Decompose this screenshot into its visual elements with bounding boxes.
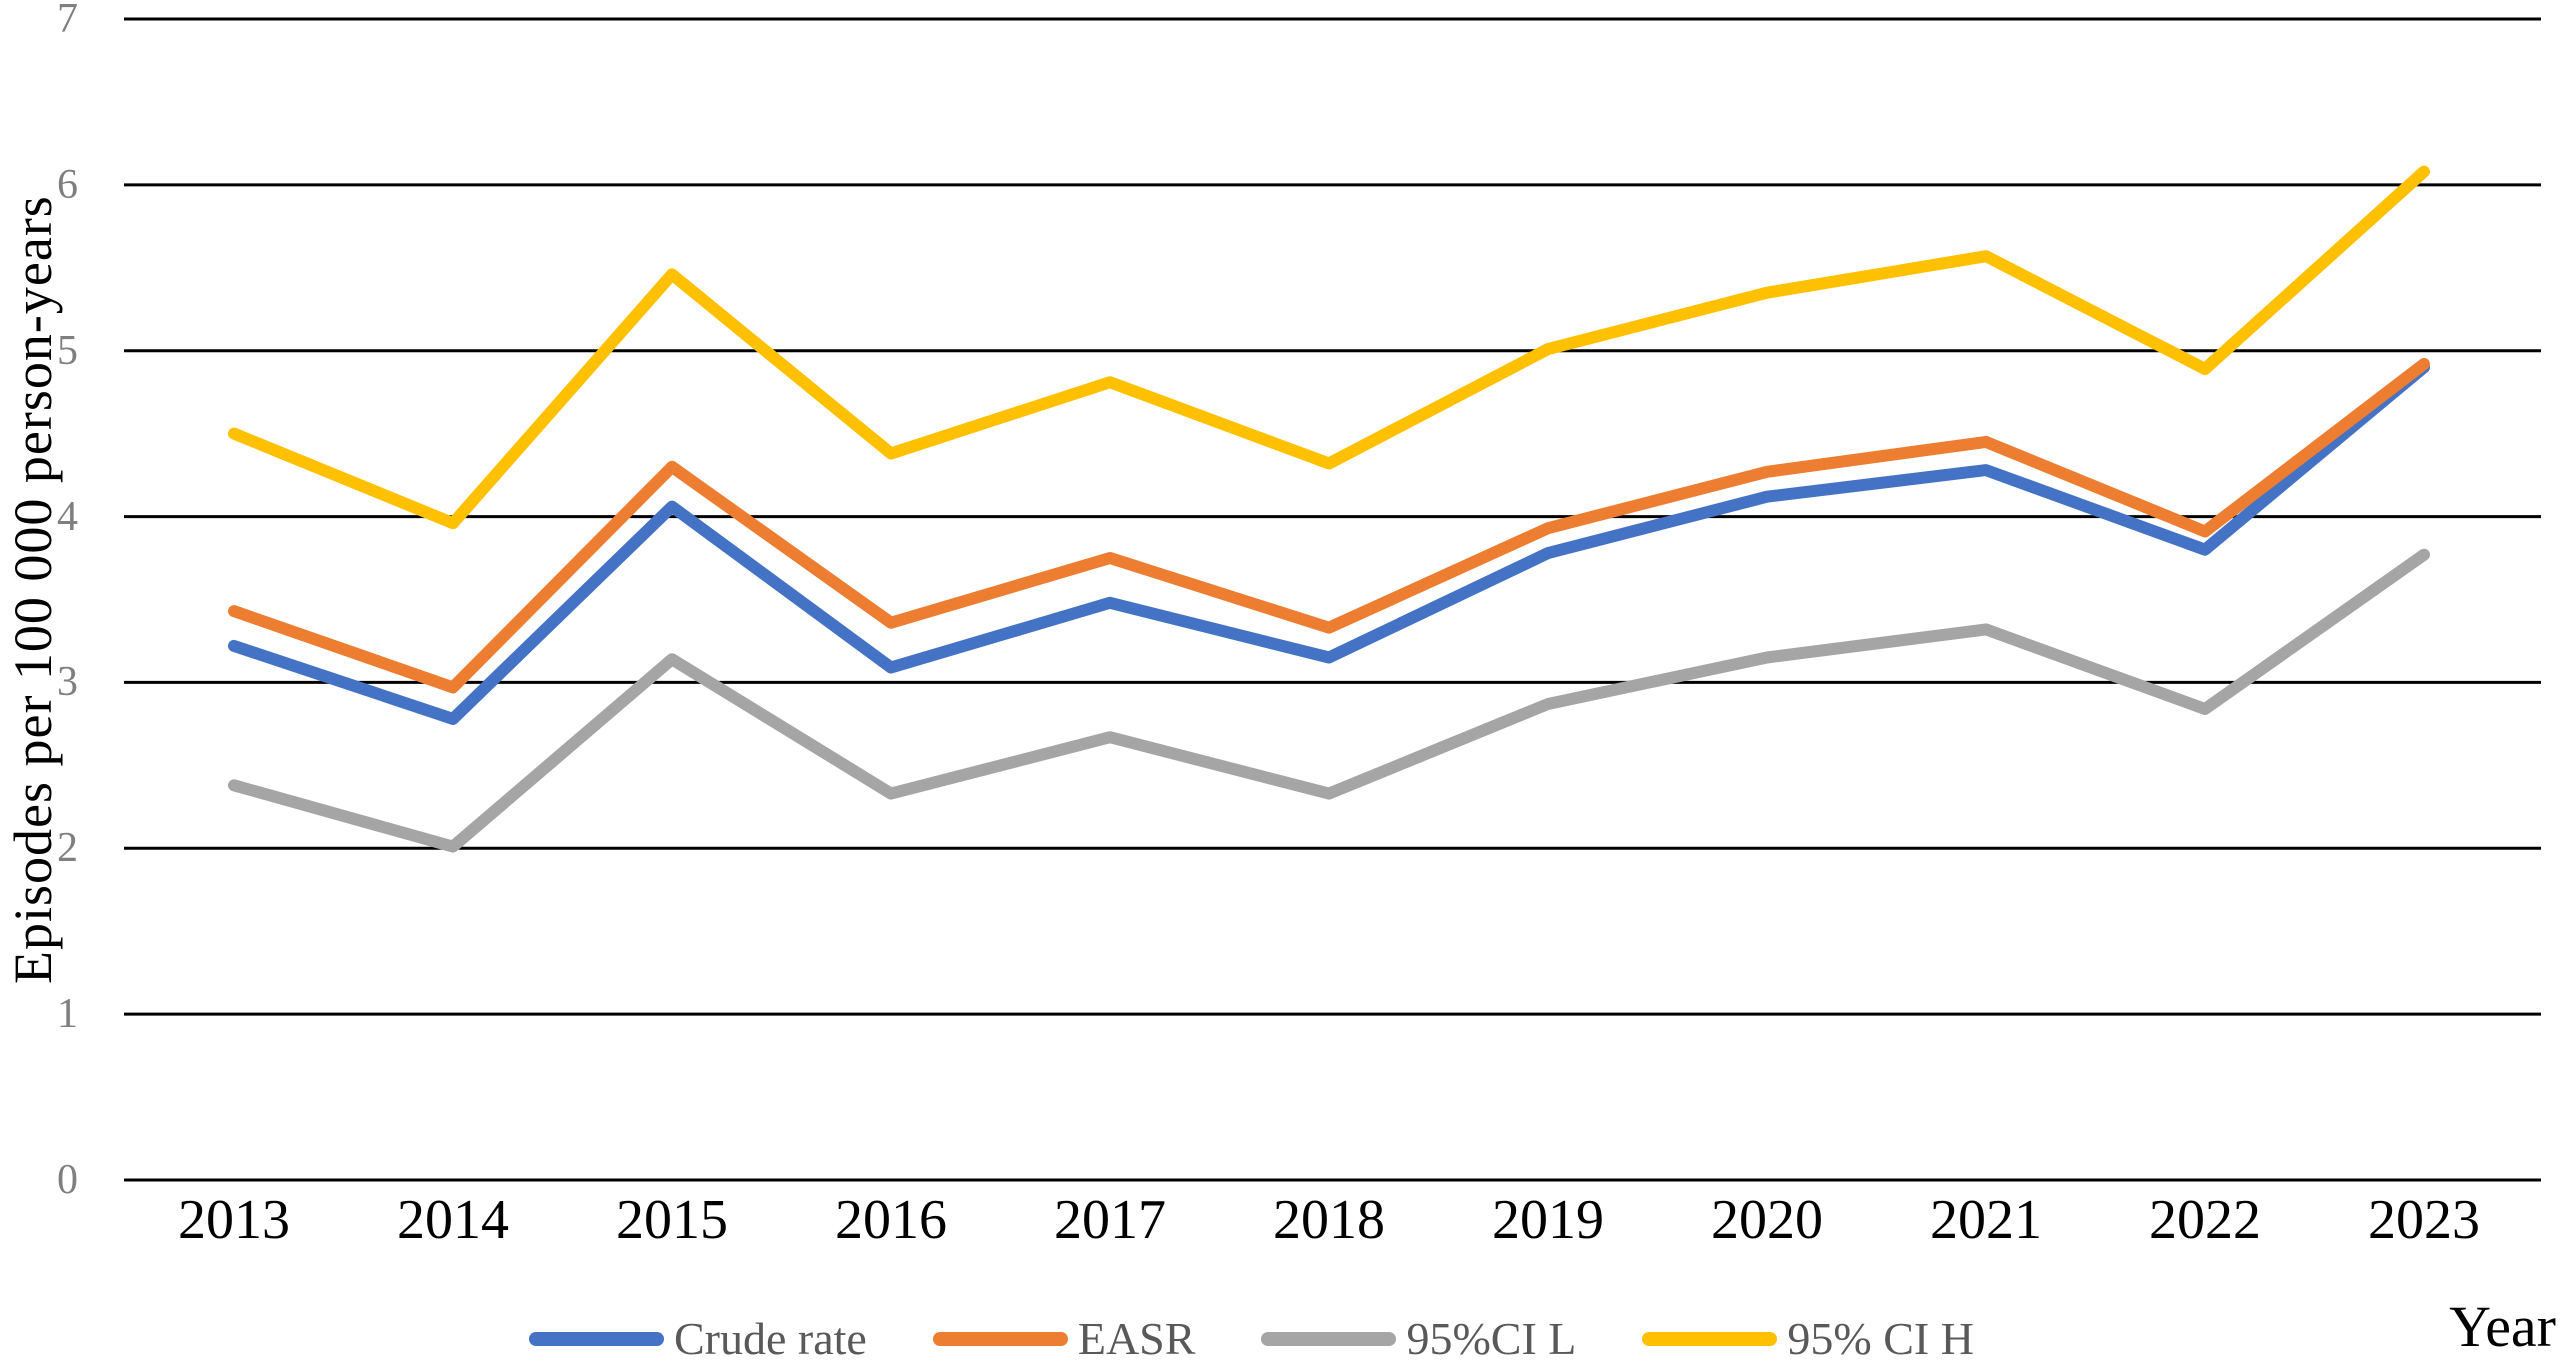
legend: Crude rate EASR 95%CI L 95% CI H (529, 1316, 1974, 1362)
x-tick-label: 2022 (2149, 1189, 2261, 1251)
x-tick-label: 2013 (178, 1189, 290, 1251)
x-tick-label: 2015 (616, 1189, 728, 1251)
y-tick-label: 0 (57, 1157, 78, 1203)
y-tick-label: 7 (57, 0, 78, 42)
legend-swatch-crude-rate (529, 1332, 664, 1346)
legend-item-95-ci-h: 95% CI H (1642, 1316, 1974, 1362)
y-tick-label: 4 (57, 493, 78, 540)
legend-swatch-95-ci-l (1261, 1332, 1397, 1346)
x-tick-label: 2014 (397, 1189, 509, 1251)
y-tick-label: 2 (57, 825, 78, 872)
legend-label: 95% CI H (1787, 1313, 1974, 1364)
x-tick-label: 2017 (1054, 1189, 1166, 1251)
x-tick-label: 2018 (1273, 1189, 1385, 1251)
series-lines (228, 165, 2430, 853)
gridlines (124, 17, 2541, 1182)
x-tick-label: 2021 (1930, 1189, 2042, 1251)
x-tick-label: 2019 (1492, 1189, 1604, 1251)
legend-item-crude-rate: Crude rate (529, 1316, 867, 1362)
legend-swatch-easr (932, 1332, 1068, 1346)
series-line-95-ci-h (228, 165, 2430, 530)
legend-item-easr: EASR (932, 1313, 1196, 1364)
x-tick-label: 2023 (2368, 1189, 2480, 1251)
y-tick-label: 6 (57, 161, 78, 208)
legend-label: EASR (1077, 1313, 1196, 1364)
x-tick-label: 2020 (1711, 1189, 1823, 1251)
y-tick-label: 5 (57, 327, 78, 374)
x-tick-label: 2016 (835, 1189, 947, 1251)
legend-label: 95%CI L (1406, 1313, 1577, 1364)
series-line-crude-rate (228, 361, 2430, 725)
y-tick-label: 3 (57, 659, 78, 706)
legend-swatch-95-ci-h (1642, 1332, 1778, 1346)
x-axis-title: Year (2449, 1294, 2556, 1359)
series-line-easr (228, 358, 2430, 694)
y-tick-label: 1 (57, 991, 78, 1038)
legend-label: Crude rate (674, 1313, 867, 1364)
series-line-95-ci-l (228, 548, 2430, 853)
y-axis-title: Episodes per 100 000 person-years (3, 195, 63, 985)
legend-item-95-ci-l: 95%CI L (1261, 1316, 1576, 1362)
